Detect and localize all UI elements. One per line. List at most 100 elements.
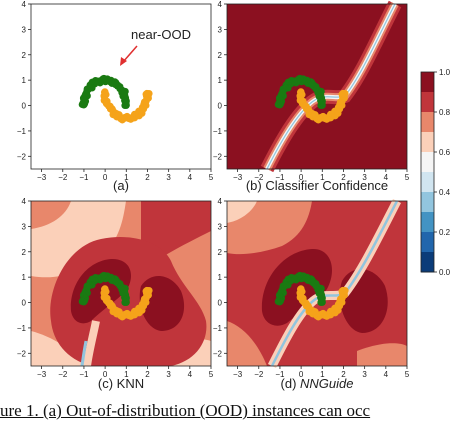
near-ood-arrowhead: [120, 57, 127, 66]
moon-a-point: [78, 297, 86, 306]
y-tick-label: 3: [218, 25, 223, 34]
moon-b-point: [339, 89, 347, 98]
x-tick-label: 1: [320, 173, 325, 182]
y-tick-label: 2: [218, 51, 223, 60]
colorbar-tick-label: 1.0: [439, 68, 451, 77]
nng-dark-left-lobe: [261, 248, 332, 326]
x-tick-label: 1: [124, 370, 129, 379]
y-tick-label: −1: [17, 127, 27, 136]
colorbar-cell: [421, 192, 434, 213]
colorbar-cell: [421, 132, 434, 153]
x-tick-label: −3: [37, 173, 47, 182]
x-tick-label: 4: [384, 370, 389, 379]
knn-salmon-corner: [31, 201, 71, 229]
panel-d-caption-method: NNGuide: [300, 376, 353, 391]
y-tick-label: 4: [218, 197, 223, 206]
nng-salmon-bottom-left: [227, 321, 267, 366]
knn-blue-streak: [80, 340, 88, 367]
y-tick-label: 3: [218, 222, 223, 231]
near-ood-label: near-OOD: [131, 27, 191, 42]
colorbar-cell: [421, 172, 434, 193]
colorbar-cell: [421, 112, 434, 133]
x-tick-label: 5: [405, 173, 410, 182]
colorbar-tick-label: 0.0: [439, 268, 451, 277]
x-tick-label: 2: [145, 370, 150, 379]
panel-b: [226, 0, 408, 173]
y-tick-label: −2: [213, 349, 223, 358]
nng-peach-corner: [227, 201, 257, 223]
moon-a-point: [78, 100, 86, 109]
x-tick-label: −2: [58, 173, 68, 182]
panel-d-axes: −3 −2 −1 0 1 2 3 4 5 4 3 2 1 0 −1 −2: [213, 197, 410, 379]
x-tick-label: −2: [58, 370, 68, 379]
x-tick-label: −3: [233, 173, 243, 182]
x-tick-label: 3: [362, 370, 367, 379]
nng-salmon-bottom-right: [357, 343, 407, 366]
colorbar-cell: [421, 152, 434, 173]
x-tick-label: −3: [233, 370, 243, 379]
moons-scatter-d: [274, 271, 349, 321]
x-tick-label: 5: [209, 173, 214, 182]
panel-c-caption: (c) KNN: [98, 376, 144, 391]
y-tick-label: −1: [213, 324, 223, 333]
colorbar-tick-label: 0.2: [439, 228, 451, 237]
x-tick-label: 1: [124, 173, 129, 182]
y-tick-label: 2: [218, 248, 223, 257]
moons-scatter-a: [78, 74, 153, 124]
x-tick-label: 0: [103, 173, 108, 182]
x-tick-label: −1: [275, 370, 285, 379]
nng-salmon-top: [227, 201, 312, 255]
y-tick-label: −2: [17, 152, 27, 161]
colorbar-cell: [421, 232, 434, 253]
panel-a-axes: −3 −2 −1 0 1 2 3 4 5 4 3 2 1 0 −1 −2: [17, 0, 214, 182]
x-tick-label: 2: [145, 173, 150, 182]
y-tick-label: 2: [22, 51, 27, 60]
x-tick-label: 2: [341, 173, 346, 182]
y-tick-label: −1: [17, 324, 27, 333]
x-tick-label: 3: [362, 173, 367, 182]
moon-b-point: [339, 286, 347, 295]
panel-d: [226, 198, 408, 369]
panel-c-axes: −3 −2 −1 0 1 2 3 4 5 4 3 2 1 0 −1 −2: [17, 197, 214, 379]
y-tick-label: 0: [22, 299, 27, 308]
y-tick-label: 1: [218, 76, 223, 85]
knn-peach-streak: [83, 320, 100, 367]
panel-a: near-OOD: [30, 3, 212, 170]
panel-b-axes: −3 −2 −1 0 1 2 3 4 5 4 3 2 1 0 −1 −2: [213, 0, 410, 182]
x-tick-label: 4: [384, 173, 389, 182]
x-tick-label: 4: [188, 370, 193, 379]
x-tick-label: −3: [37, 370, 47, 379]
panel-d-caption-prefix: (d): [281, 376, 301, 391]
colorbar: 1.0 0.8 0.6 0.4 0.2 0.0: [420, 68, 451, 277]
x-tick-label: 0: [299, 370, 304, 379]
y-tick-label: −1: [213, 127, 223, 136]
panel-a-caption: (a): [113, 178, 129, 193]
x-tick-label: −2: [254, 370, 264, 379]
x-tick-label: 1: [320, 370, 325, 379]
x-tick-label: −1: [79, 173, 89, 182]
x-tick-label: 0: [299, 173, 304, 182]
y-tick-label: −2: [17, 349, 27, 358]
y-tick-label: 3: [22, 222, 27, 231]
y-tick-label: −2: [213, 152, 223, 161]
colorbar-cells: [421, 72, 434, 273]
moon-b-point: [143, 89, 151, 98]
x-tick-label: 5: [209, 370, 214, 379]
y-tick-label: 0: [218, 299, 223, 308]
colorbar-frame: [420, 71, 435, 273]
x-tick-label: −1: [79, 370, 89, 379]
colorbar-cell: [421, 72, 434, 93]
colorbar-cell: [421, 252, 434, 273]
panel-b-caption: (b) Classifier Confidence: [246, 178, 388, 193]
x-tick-label: 3: [166, 370, 171, 379]
colorbar-tick-label: 0.6: [439, 148, 451, 157]
y-tick-label: 4: [218, 0, 223, 9]
figure-caption: ure 1. (a) Out-of-distribution (OOD) ins…: [0, 401, 371, 420]
y-tick-label: 1: [218, 273, 223, 282]
moon-a-point: [274, 100, 282, 109]
y-tick-label: 1: [22, 76, 27, 85]
x-tick-label: 3: [166, 173, 171, 182]
moon-a-point: [274, 297, 282, 306]
colorbar-tick-label: 0.4: [439, 188, 451, 197]
x-tick-label: −2: [254, 173, 264, 182]
